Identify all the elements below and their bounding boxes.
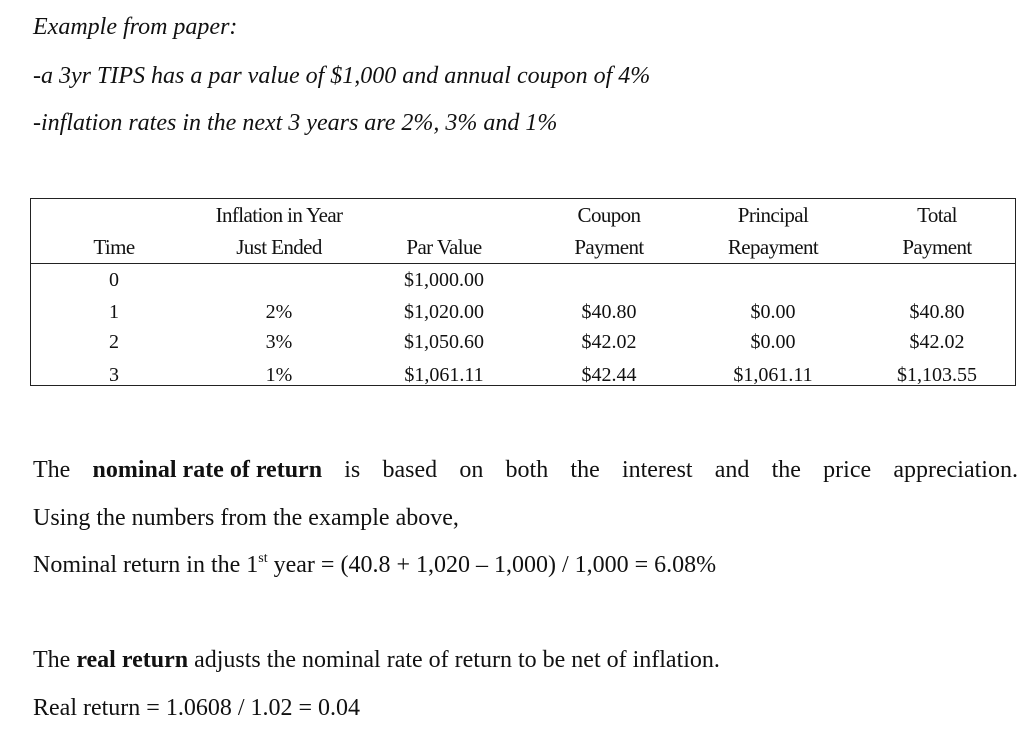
table-cell-principal: $1,061.11: [733, 364, 813, 386]
table-cell-coupon: $42.02: [581, 331, 637, 353]
header-time-line2: Time: [93, 235, 135, 259]
nominal-formula-start: Nominal return in the 1: [33, 552, 259, 578]
tips-table: Time Inflation in Year Just Ended Par Va…: [30, 198, 1016, 386]
header-inflation-line2: Just Ended: [236, 235, 322, 259]
header-coupon-line1: Coupon: [577, 203, 642, 227]
nominal-rate-sentence: The nominal rate of return is based on b…: [33, 455, 1018, 485]
nominal-word: the: [771, 457, 801, 483]
nominal-word: and: [714, 457, 750, 483]
nominal-word: price: [823, 457, 872, 483]
header-coupon-line2: Payment: [574, 235, 644, 259]
real-return-formula: Real return = 1.0608 / 1.02 = 0.04: [33, 695, 361, 721]
nominal-word: the: [570, 457, 600, 483]
real-return-term: real return: [76, 647, 189, 673]
table-cell-principal: $0.00: [750, 301, 796, 323]
table-cell-principal: $0.00: [750, 331, 796, 353]
table-cell-par-value: $1,061.11: [404, 364, 484, 386]
header-total-line1: Total: [917, 203, 957, 227]
table-cell-inflation: 2%: [265, 301, 293, 323]
nominal-word: on: [459, 457, 484, 483]
table-cell-total: $1,103.55: [897, 364, 977, 386]
header-principal-line1: Principal: [737, 203, 809, 227]
table-cell-inflation: 1%: [265, 364, 293, 386]
nominal-rate-term: nominal rate of return: [92, 457, 323, 483]
header-inflation-line1: Inflation in Year: [215, 203, 343, 227]
table-cell-par-value: $1,020.00: [404, 301, 484, 323]
table-cell-par-value: $1,050.60: [404, 331, 484, 353]
nominal-word: interest: [621, 457, 693, 483]
table-header-rule: [31, 263, 1015, 264]
table-cell-coupon: $42.44: [581, 364, 637, 386]
table-cell-total: $42.02: [909, 331, 965, 353]
example-line-inflation: -inflation rates in the next 3 years are…: [33, 110, 558, 136]
example-line-par-value: -a 3yr TIPS has a par value of $1,000 an…: [33, 63, 651, 89]
header-par-line2: Par Value: [406, 235, 482, 259]
nominal-formula-rest: year = (40.8 + 1,020 – 1,000) / 1,000 = …: [267, 552, 717, 578]
real-return-sentence: The real return adjusts the nominal rate…: [33, 645, 720, 675]
header-principal-line2: Repayment: [727, 235, 819, 259]
table-cell-time: 0: [109, 269, 119, 291]
table-cell-par-value: $1,000.00: [404, 269, 484, 291]
example-heading: Example from paper:: [33, 14, 238, 40]
nominal-word: appreciation.: [893, 457, 1018, 483]
nominal-word: based: [382, 457, 438, 483]
table-cell-inflation: 3%: [265, 331, 293, 353]
nominal-return-formula: Nominal return in the 1st year = (40.8 +…: [33, 550, 716, 580]
table-cell-time: 3: [109, 364, 119, 386]
nominal-word: is: [344, 457, 361, 483]
table-cell-total: $40.80: [909, 301, 965, 323]
real-sentence-start: The: [33, 647, 77, 673]
real-sentence-rest: adjusts the nominal rate of return to be…: [188, 647, 720, 673]
table-cell-time: 1: [109, 301, 119, 323]
table-cell-coupon: $40.80: [581, 301, 637, 323]
header-total-line2: Payment: [902, 235, 972, 259]
nominal-word: The: [33, 457, 71, 483]
ordinal-suffix: st: [258, 551, 268, 566]
table-cell-time: 2: [109, 331, 119, 353]
nominal-explanation-line: Using the numbers from the example above…: [33, 505, 459, 531]
nominal-word: both: [505, 457, 549, 483]
